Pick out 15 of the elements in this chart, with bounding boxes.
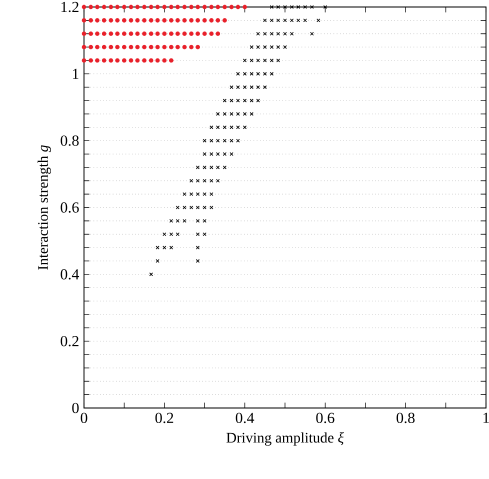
x-tick-label: 0.8 — [396, 412, 415, 424]
y-tick-label: 0.4 — [60, 269, 80, 280]
y-tick-label: 0 — [72, 402, 79, 414]
y-tick-label: 0.2 — [60, 336, 78, 346]
x-tick-label: 1 — [484, 412, 489, 423]
x-tick-label: 0.4 — [236, 412, 254, 424]
y-axis-title: Interaction strength g — [38, 145, 51, 270]
x-tick-label: 0.2 — [155, 412, 174, 424]
y-tick-label: 1.2 — [61, 2, 78, 12]
y-tick-label: 1 — [72, 68, 78, 79]
x-axis-title: Driving amplitude ξ — [226, 432, 344, 446]
y-tick-label: 0.8 — [60, 135, 79, 146]
y-tick-label: 0.6 — [60, 202, 79, 213]
x-tick-label: 0 — [80, 412, 88, 424]
x-tick-label: 0.6 — [316, 412, 334, 424]
